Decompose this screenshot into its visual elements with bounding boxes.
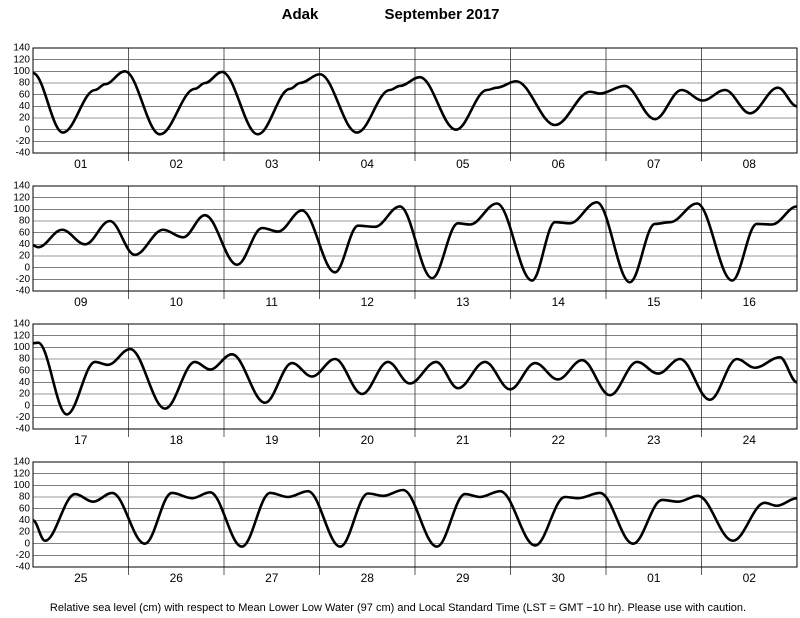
- day-label: 18: [170, 433, 184, 447]
- y-tick-label: 80: [19, 492, 31, 503]
- y-tick-label: 80: [19, 354, 31, 365]
- y-tick-label: 60: [19, 365, 31, 376]
- day-label: 04: [361, 157, 375, 171]
- y-tick-label: 120: [13, 330, 30, 341]
- day-label: 14: [552, 295, 566, 309]
- y-tick-label: -40: [16, 424, 31, 435]
- y-tick-label: -20: [16, 274, 31, 285]
- day-label: 12: [361, 295, 375, 309]
- tide-line: [32, 201, 798, 284]
- day-label: 05: [456, 157, 470, 171]
- y-tick-label: 140: [13, 43, 30, 54]
- day-label: 09: [74, 295, 88, 309]
- y-tick-label: 40: [19, 239, 31, 250]
- day-label: 28: [361, 571, 375, 585]
- day-label: 01: [647, 571, 661, 585]
- y-tick-label: 140: [13, 457, 30, 468]
- day-label: 25: [74, 571, 88, 585]
- y-tick-label: 140: [13, 181, 30, 192]
- day-label: 17: [74, 433, 88, 447]
- y-tick-label: 20: [19, 251, 31, 262]
- y-tick-label: 60: [19, 503, 31, 514]
- tide-line: [32, 488, 798, 548]
- day-label: 21: [456, 433, 470, 447]
- plot-frame: [32, 47, 798, 154]
- y-tick-label: 20: [19, 389, 31, 400]
- tide-line: [32, 70, 798, 136]
- y-tick-label: 60: [19, 89, 31, 100]
- day-label: 01: [74, 157, 88, 171]
- plot-frame: [32, 185, 798, 292]
- y-tick-label: 40: [19, 515, 31, 526]
- day-label: 06: [552, 157, 566, 171]
- y-tick-label: -40: [16, 562, 31, 573]
- day-label: 27: [265, 571, 279, 585]
- day-label: 22: [552, 433, 566, 447]
- y-tick-label: 100: [13, 342, 30, 353]
- footnote: Relative sea level (cm) with respect to …: [50, 602, 746, 614]
- y-tick-label: -40: [16, 148, 31, 159]
- y-tick-label: 60: [19, 227, 31, 238]
- y-tick-label: 0: [24, 262, 30, 273]
- y-tick-label: 0: [24, 124, 30, 135]
- day-label: 30: [552, 571, 566, 585]
- y-tick-label: -20: [16, 550, 31, 561]
- y-tick-label: 120: [13, 468, 30, 479]
- day-label: 29: [456, 571, 470, 585]
- y-tick-label: -20: [16, 412, 31, 423]
- station-title: Adak: [282, 6, 319, 23]
- day-label: 03: [265, 157, 279, 171]
- y-tick-label: 40: [19, 377, 31, 388]
- y-tick-label: 40: [19, 101, 31, 112]
- plot-frame: [32, 461, 798, 568]
- day-label: 15: [647, 295, 661, 309]
- day-label: 26: [170, 571, 184, 585]
- day-label: 13: [456, 295, 470, 309]
- y-tick-label: -40: [16, 286, 31, 297]
- y-tick-label: 0: [24, 538, 30, 549]
- y-tick-label: 100: [13, 480, 30, 491]
- y-tick-label: 120: [13, 192, 30, 203]
- y-tick-label: 100: [13, 66, 30, 77]
- day-label: 02: [743, 571, 757, 585]
- period-title: September 2017: [384, 6, 499, 23]
- y-tick-label: 140: [13, 319, 30, 330]
- day-label: 02: [170, 157, 184, 171]
- day-label: 23: [647, 433, 661, 447]
- day-label: 24: [743, 433, 757, 447]
- y-tick-label: 20: [19, 527, 31, 538]
- day-label: 10: [170, 295, 184, 309]
- plot-frame: [32, 323, 798, 430]
- day-label: 08: [743, 157, 757, 171]
- y-tick-label: 100: [13, 204, 30, 215]
- y-tick-label: 80: [19, 216, 31, 227]
- day-label: 19: [265, 433, 279, 447]
- tide-line: [32, 341, 798, 416]
- y-tick-label: -20: [16, 136, 31, 147]
- y-tick-label: 80: [19, 78, 31, 89]
- day-label: 11: [266, 295, 279, 309]
- y-tick-label: 120: [13, 54, 30, 65]
- y-tick-label: 0: [24, 400, 30, 411]
- day-label: 07: [647, 157, 661, 171]
- day-label: 20: [361, 433, 375, 447]
- y-tick-label: 20: [19, 113, 31, 124]
- day-label: 16: [743, 295, 757, 309]
